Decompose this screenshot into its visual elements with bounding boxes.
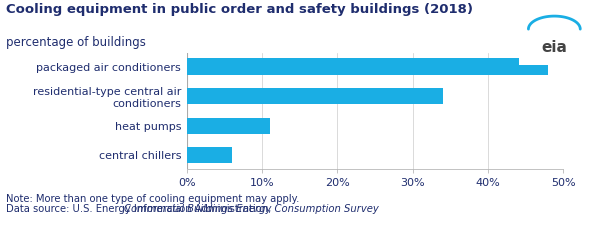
Text: Note: More than one type of cooling equipment may apply.: Note: More than one type of cooling equi…	[6, 195, 299, 204]
Text: percentage of buildings: percentage of buildings	[6, 36, 146, 49]
Text: eia: eia	[541, 40, 568, 55]
Bar	[187, 147, 232, 163]
Bar	[187, 88, 443, 104]
Bar	[187, 118, 270, 134]
Text: Commercial Buildings Energy Consumption Survey: Commercial Buildings Energy Consumption …	[124, 204, 379, 214]
Text: Data source: U.S. Energy Information Administration,: Data source: U.S. Energy Information Adm…	[6, 204, 275, 214]
Bar	[187, 58, 549, 75]
Text: Cooling equipment in public order and safety buildings (2018): Cooling equipment in public order and sa…	[6, 3, 473, 16]
